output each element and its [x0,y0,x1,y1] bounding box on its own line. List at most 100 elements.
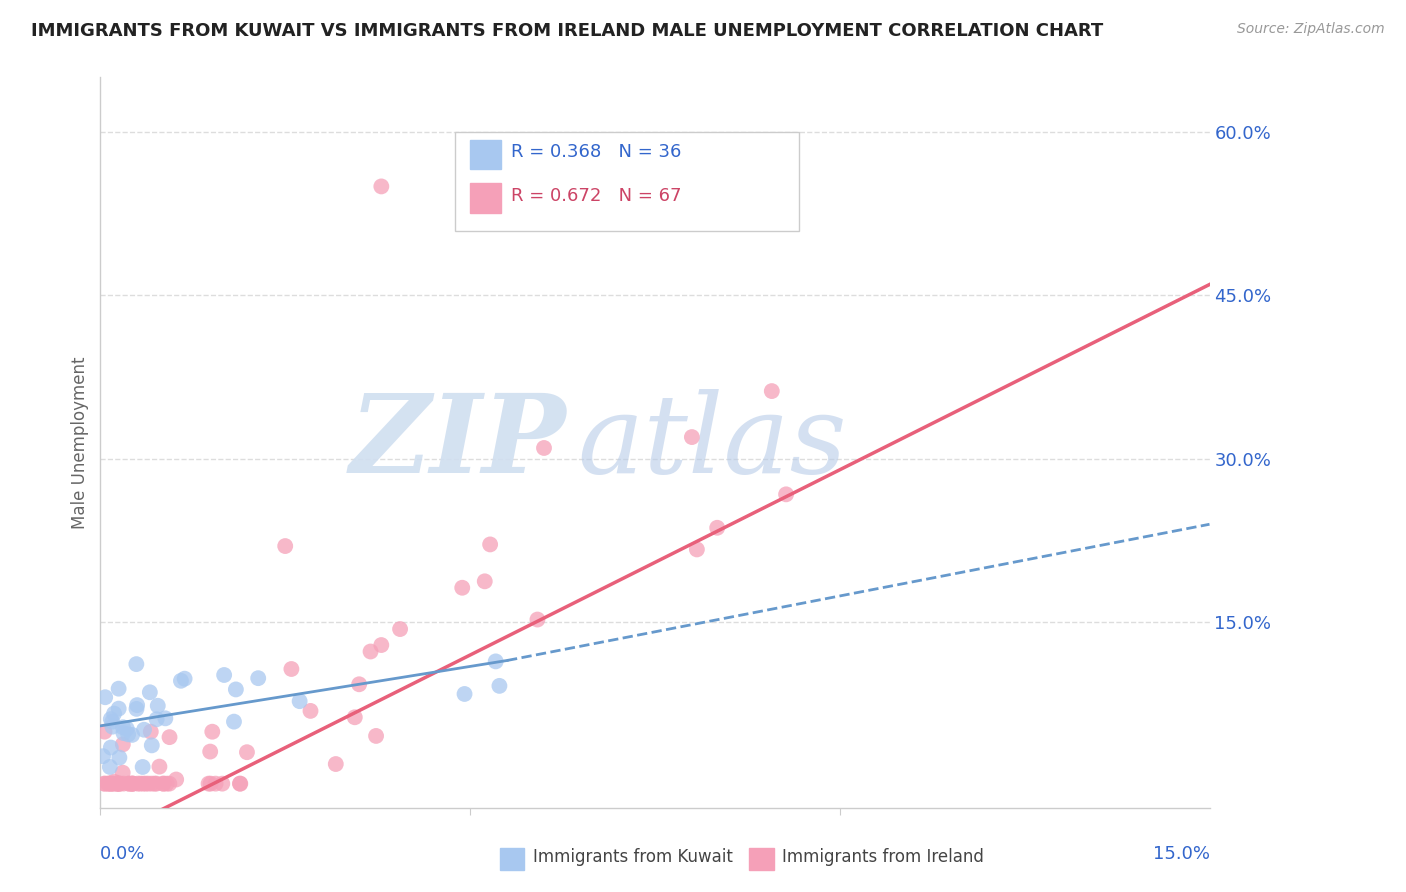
Point [135,777,157,791]
Point [288,694,311,708]
Point [132,723,155,737]
Point [211,777,233,791]
Point [93,724,115,739]
Point [299,704,322,718]
Text: IMMIGRANTS FROM KUWAIT VS IMMIGRANTS FROM IRELAND MALE UNEMPLOYMENT CORRELATION : IMMIGRANTS FROM KUWAIT VS IMMIGRANTS FRO… [31,22,1104,40]
Point [152,777,174,791]
Point [706,521,728,535]
Point [103,777,125,791]
Point [479,537,502,551]
Point [364,729,387,743]
Point [159,730,181,744]
Point [120,777,142,791]
Point [229,777,252,791]
Point [225,682,247,697]
Point [139,685,162,699]
Point [280,662,302,676]
Point [141,739,163,753]
Point [105,777,128,791]
Point [101,714,124,729]
Point [101,777,124,791]
Text: Source: ZipAtlas.com: Source: ZipAtlas.com [1237,22,1385,37]
FancyBboxPatch shape [749,847,773,870]
Point [107,681,129,696]
Point [143,777,166,791]
Point [97,777,120,791]
Point [145,777,167,791]
Point [107,701,129,715]
FancyBboxPatch shape [470,184,501,212]
Point [474,574,496,589]
Point [101,720,124,734]
Text: 15.0%: 15.0% [1153,845,1209,863]
Point [370,638,392,652]
Point [247,671,270,685]
Point [686,542,709,557]
Point [325,757,347,772]
Point [121,777,143,791]
Point [94,690,117,705]
Point [125,702,148,716]
Y-axis label: Male Unemployment: Male Unemployment [72,356,89,529]
Point [389,622,412,636]
Text: Immigrants from Kuwait: Immigrants from Kuwait [533,848,733,866]
Point [122,777,145,791]
Point [132,777,155,791]
Point [127,698,149,712]
Point [157,777,180,791]
Point [170,673,193,688]
Point [453,687,475,701]
Point [108,777,131,791]
Point [201,724,224,739]
Point [108,777,131,791]
Point [173,672,195,686]
Point [152,777,174,791]
Point [111,720,134,734]
Text: Immigrants from Ireland: Immigrants from Ireland [783,848,984,866]
Point [197,777,219,791]
Point [146,698,169,713]
Point [100,712,122,726]
Point [347,677,370,691]
Point [156,777,179,791]
Point [103,774,125,789]
FancyBboxPatch shape [456,132,799,231]
Point [451,581,474,595]
Point [165,772,187,787]
Point [204,777,226,791]
Point [100,740,122,755]
Point [360,644,382,658]
Point [229,777,252,791]
Point [200,777,222,791]
Point [127,777,149,791]
Text: R = 0.672   N = 67: R = 0.672 N = 67 [510,187,682,205]
Point [108,750,131,764]
Point [761,384,783,398]
Point [111,765,134,780]
Point [198,745,221,759]
Point [118,777,141,791]
Point [93,777,115,791]
Point [98,760,121,774]
Point [121,777,143,791]
Point [112,777,135,791]
Text: atlas: atlas [578,389,846,496]
Point [222,714,245,729]
Point [125,657,148,672]
Point [343,710,366,724]
FancyBboxPatch shape [499,847,524,870]
Point [141,777,163,791]
FancyBboxPatch shape [470,139,501,169]
Point [681,430,703,444]
Point [488,679,510,693]
Point [236,745,259,759]
Point [103,706,125,721]
Point [129,777,152,791]
Text: 0.0%: 0.0% [100,845,146,863]
Point [155,711,177,725]
Point [100,777,122,791]
Point [148,759,170,773]
Point [526,613,548,627]
Text: ZIP: ZIP [350,389,567,496]
Point [533,441,555,455]
